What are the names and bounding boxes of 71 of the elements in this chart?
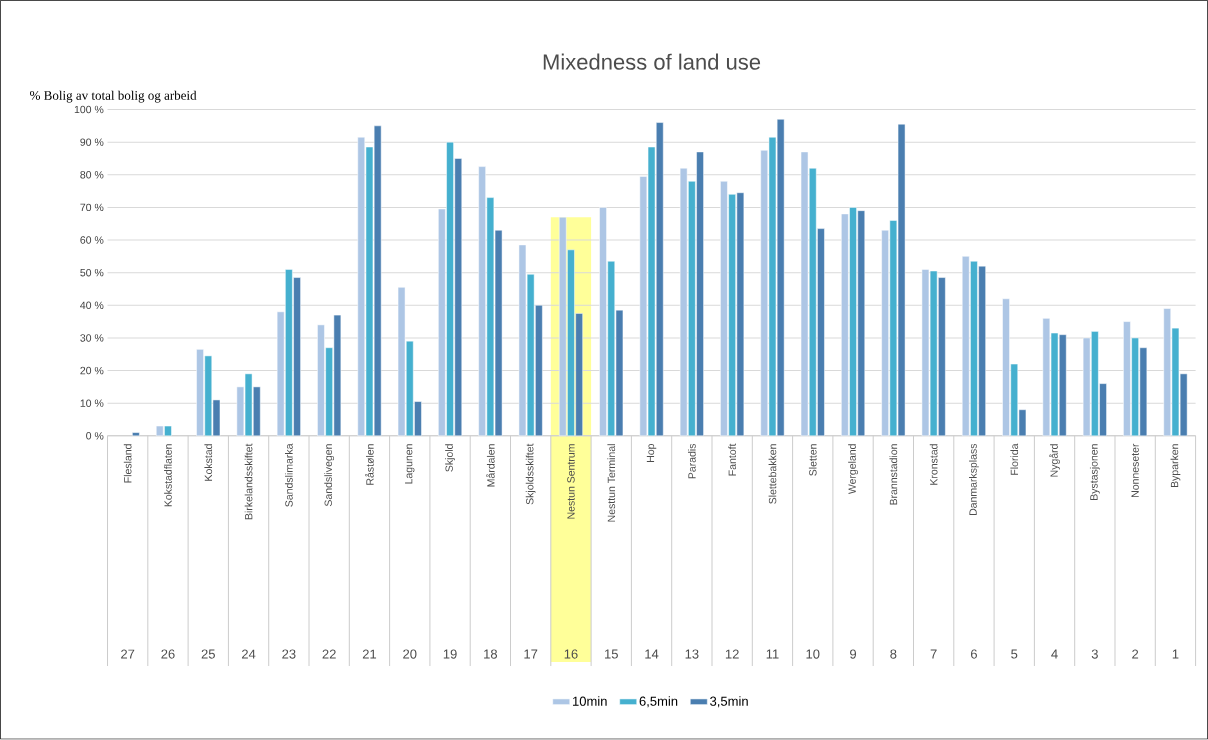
x-tick-label: Birkelandsskiftet [244, 443, 253, 520]
x-tick-label: Danmarksplass [969, 444, 979, 516]
x-tick-label: Kokstadflaten [164, 444, 172, 507]
text: 8 [890, 649, 897, 659]
text: 27 [121, 649, 135, 659]
text: 18 [484, 649, 498, 659]
y-tick-label: 60 % [80, 236, 104, 244]
x-tick-label: Nesttun Terminal [607, 444, 616, 522]
text: 14 [645, 649, 659, 659]
text: 9 [850, 649, 857, 659]
x-tick-label: Nestun Sentrum [567, 444, 575, 519]
y-tick-label: 50 % [80, 269, 104, 277]
x-tick-label: Slettebakken [768, 444, 777, 505]
text: 17 [524, 649, 538, 659]
x-tick-label: Sletten [808, 444, 817, 476]
y-tick-label: 10 % [80, 399, 104, 408]
y-tick-label: 90 % [80, 138, 104, 147]
text: 3 [1091, 649, 1098, 659]
x-tick-label: Florida [1010, 443, 1019, 476]
x-tick-label: Sandslivegen [324, 444, 335, 507]
text: 1 [1172, 649, 1179, 659]
x-tick-label: Skjoldsskiftet [525, 443, 536, 505]
text: 19 [443, 649, 457, 659]
text: 6 [970, 649, 977, 659]
y-tick-label: 0 % [86, 432, 104, 440]
x-tick-label: Byparken [1170, 444, 1181, 488]
text: 2 [1132, 649, 1139, 659]
x-tick-label: Kokstad [204, 444, 213, 481]
x-tick-label: Fantoft [728, 443, 737, 476]
legend-label: 10min [573, 696, 607, 707]
x-tick-label: Skjold [445, 444, 455, 472]
x-tick-label: Wergeland [848, 444, 858, 495]
text: 25 [201, 649, 215, 659]
text: 20 [403, 649, 417, 659]
text: 23 [282, 649, 296, 659]
x-tick-label: Bystasjonen [1089, 444, 1100, 501]
x-tick-label: Sandslimarka [285, 443, 293, 507]
x-tick-label: Mårdalen [486, 444, 495, 487]
y-tick-label: 100 % [74, 106, 104, 114]
text: 4 [1051, 649, 1058, 659]
legend-label: 3,5min [710, 696, 748, 708]
text: 16 [564, 649, 578, 659]
x-tick-label: Brannstadion [889, 444, 898, 505]
y-axis-title: % Bolig av total bolig og arbeid [30, 90, 197, 103]
bar [132, 432, 140, 437]
y-tick-label: 30 % [80, 334, 104, 342]
x-tick-label: Nonneseter [1131, 443, 1139, 498]
x-tick-label: Flesland [123, 444, 132, 483]
text: 5 [1011, 649, 1018, 659]
text: 13 [685, 649, 699, 659]
y-tick-label: 40 % [80, 301, 104, 310]
text: 22 [322, 649, 336, 659]
text: 7 [930, 649, 937, 659]
text: 24 [241, 649, 256, 659]
x-tick-label: Hop [646, 444, 657, 463]
chart-title: Mixedness of land use [543, 53, 761, 71]
x-tick-label: Lagunen [405, 444, 415, 484]
text: 26 [161, 649, 175, 659]
text: 11 [766, 649, 779, 659]
x-tick-label: Nygård [1049, 444, 1060, 477]
y-tick-label: 80 % [80, 171, 104, 179]
legend-label: 6,5min [639, 696, 678, 708]
text: 12 [725, 649, 739, 659]
text: 15 [605, 649, 618, 659]
y-tick-label: 20 % [80, 367, 104, 375]
x-tick-label: Kronstad [929, 444, 938, 485]
y-tick-label: 70 % [80, 203, 104, 212]
x-tick-label: Råstølen [365, 444, 374, 485]
text: 10 [806, 649, 820, 659]
text: 21 [362, 649, 377, 659]
x-tick-label: Paradis [687, 444, 696, 479]
